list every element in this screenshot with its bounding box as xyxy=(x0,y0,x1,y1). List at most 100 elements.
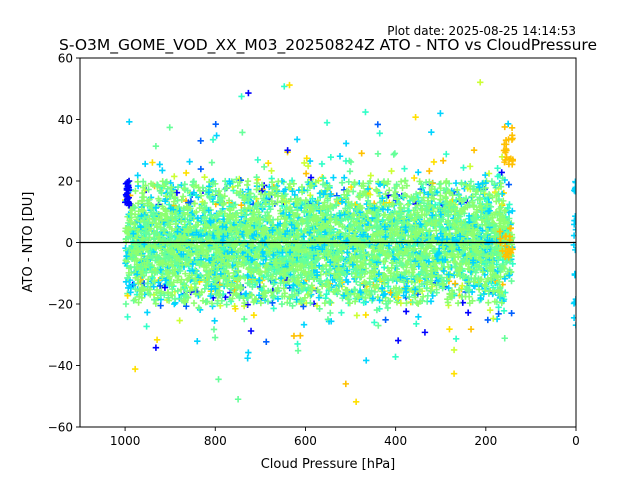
scatter-point xyxy=(230,187,237,194)
scatter-point xyxy=(430,158,438,166)
scatter-point xyxy=(439,157,447,164)
scatter-point xyxy=(452,335,460,343)
scatter-point xyxy=(426,167,433,175)
scatter-point xyxy=(499,174,506,182)
scatter-point xyxy=(466,163,474,170)
scatter-point xyxy=(397,300,405,307)
scatter-point xyxy=(381,264,388,271)
scatter-point xyxy=(143,323,150,330)
scatter-point xyxy=(384,304,391,312)
scatter-point xyxy=(156,161,163,168)
scatter-point xyxy=(404,208,412,215)
scatter-point xyxy=(171,173,178,180)
scatter-point xyxy=(362,108,369,116)
scatter-point xyxy=(263,338,270,345)
scatter-point xyxy=(384,283,392,290)
scatter-point xyxy=(186,158,193,165)
scatter-point xyxy=(508,310,515,317)
scatter-point xyxy=(151,296,158,304)
scatter-point xyxy=(156,282,164,290)
scatter-point xyxy=(127,218,134,226)
scatter-point xyxy=(338,309,345,316)
scatter-point xyxy=(376,130,383,137)
scatter-point xyxy=(157,302,164,309)
scatter-point xyxy=(211,334,219,341)
scatter-point xyxy=(245,349,252,356)
scatter-point xyxy=(382,316,389,324)
scatter-point xyxy=(264,208,271,216)
scatter-point xyxy=(245,89,252,97)
scatter-point xyxy=(503,220,511,227)
scatter-point xyxy=(201,285,209,293)
scatter-point xyxy=(482,171,489,179)
scatter-point xyxy=(122,300,130,308)
scatter-point xyxy=(346,263,353,270)
scatter-point xyxy=(153,336,161,344)
scatter-point xyxy=(497,209,504,216)
scatter-point xyxy=(149,159,156,166)
scatter-point xyxy=(239,129,246,136)
scatter-point xyxy=(157,224,164,231)
scatter-point xyxy=(464,309,472,316)
scatter-point xyxy=(215,376,222,383)
scatter-point xyxy=(126,118,133,125)
scatter-point xyxy=(388,167,395,175)
scatter-point xyxy=(474,222,482,229)
scatter-point xyxy=(392,353,399,360)
scatter-point xyxy=(500,307,508,315)
scatter-point xyxy=(232,305,239,312)
scatter-point xyxy=(301,281,309,288)
scatter-point xyxy=(297,332,304,339)
scatter-point xyxy=(405,243,413,250)
scatter-point xyxy=(495,310,502,318)
scatter-point xyxy=(270,305,277,312)
scatter-point xyxy=(307,192,314,199)
scatter-point xyxy=(501,275,509,282)
scatter-point xyxy=(318,160,326,168)
scatter-point xyxy=(234,396,242,403)
scatter-point xyxy=(484,316,492,324)
scatter-point xyxy=(413,320,420,328)
scatter-point xyxy=(352,398,360,406)
scatter-point xyxy=(336,153,344,160)
scatter-point xyxy=(306,157,314,165)
scatter-point xyxy=(443,150,450,158)
scatter-point xyxy=(504,120,512,127)
scatter-point xyxy=(412,114,419,121)
scatter-point xyxy=(419,184,427,191)
scatter-point xyxy=(390,255,398,263)
scatter-point xyxy=(345,178,352,186)
scatter-point xyxy=(260,163,268,171)
scatter-point xyxy=(194,337,201,345)
scatter-point xyxy=(176,317,183,324)
scatter-point xyxy=(230,201,237,209)
scatter-point xyxy=(330,174,337,181)
scatter-point xyxy=(213,132,220,139)
scatter-point xyxy=(253,173,260,181)
scatter-point xyxy=(294,347,302,354)
scatter-point xyxy=(485,170,493,177)
scatter-point xyxy=(452,230,459,237)
scatter-point xyxy=(412,190,420,198)
scatter-point xyxy=(210,326,218,333)
scatter-point xyxy=(122,238,130,245)
scatter-point xyxy=(323,291,330,298)
scatter-point xyxy=(241,315,248,323)
scatter-point xyxy=(459,282,466,289)
scatter-point xyxy=(124,292,131,299)
scatter-point xyxy=(501,207,508,214)
scatter-point xyxy=(161,284,169,291)
scatter-point xyxy=(358,150,365,157)
chart-title: S-O3M_GOME_VOD_XX_M03_20250824Z ATO - NT… xyxy=(59,36,597,55)
scatter-point xyxy=(265,203,273,210)
scatter-point xyxy=(508,277,515,285)
scatter-point xyxy=(427,277,435,284)
scatter-point xyxy=(400,292,407,299)
plot-date: Plot date: 2025-08-25 14:14:53 xyxy=(387,24,576,38)
scatter-point xyxy=(209,136,217,143)
scatter-point xyxy=(451,280,459,287)
scatter-point xyxy=(166,124,173,131)
scatter-point xyxy=(208,159,216,166)
scatter-point xyxy=(438,253,445,260)
